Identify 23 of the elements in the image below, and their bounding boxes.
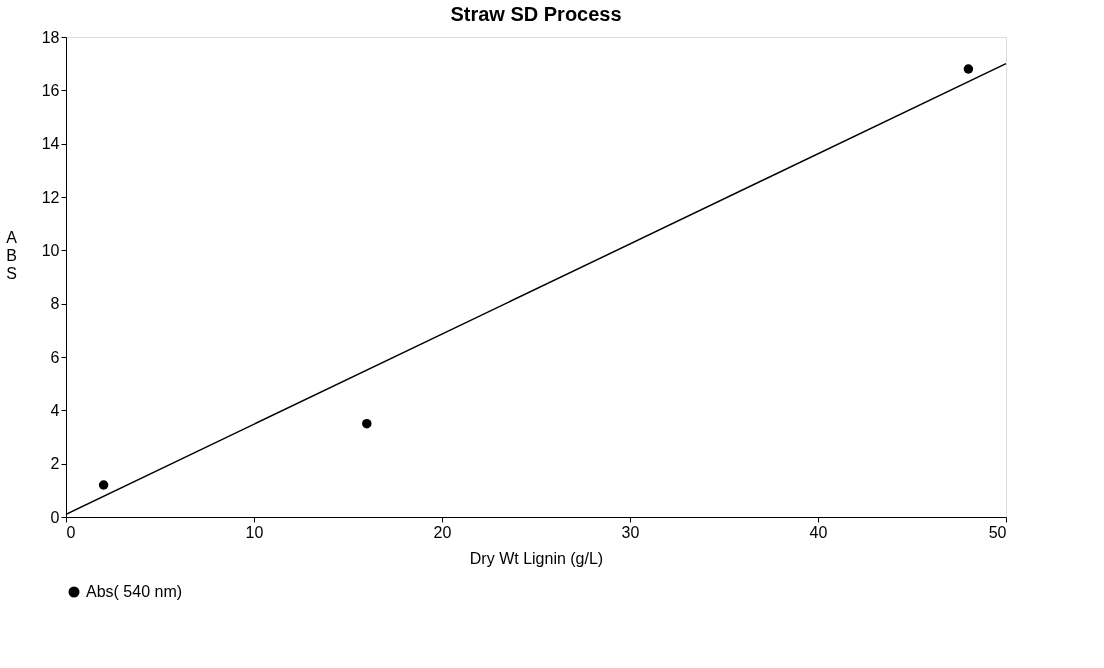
y-tick-label: 4 [50, 401, 60, 419]
x-tick-label: 0 [66, 523, 76, 541]
y-tick-label: 18 [41, 28, 60, 46]
y-tick-label: 12 [41, 188, 60, 206]
x-tick-label: 30 [621, 523, 640, 541]
y-tick-label: 16 [41, 81, 60, 99]
y-tick-label: 10 [41, 241, 60, 259]
point [963, 64, 974, 74]
point [98, 480, 109, 490]
legend-label: Abs( 540 nm) [86, 583, 183, 600]
x-axis-title: Dry Wt Lignin (g/L) [469, 549, 604, 567]
x-tick-label: 40 [809, 523, 828, 541]
y-axis-title: ABS [6, 228, 18, 282]
y-tick-label: 6 [50, 348, 60, 366]
y-tick-label: 2 [50, 455, 60, 473]
y-tick-label: 14 [41, 135, 60, 153]
y-tick-label: 0 [50, 508, 60, 526]
x-tick-label: 10 [245, 523, 264, 541]
x-tick-label: 50 [988, 523, 1007, 541]
point [362, 418, 372, 429]
x-tick-label: 20 [433, 523, 452, 541]
y-tick-label: 8 [50, 295, 60, 313]
chart-title: Straw SD Process [450, 3, 622, 25]
